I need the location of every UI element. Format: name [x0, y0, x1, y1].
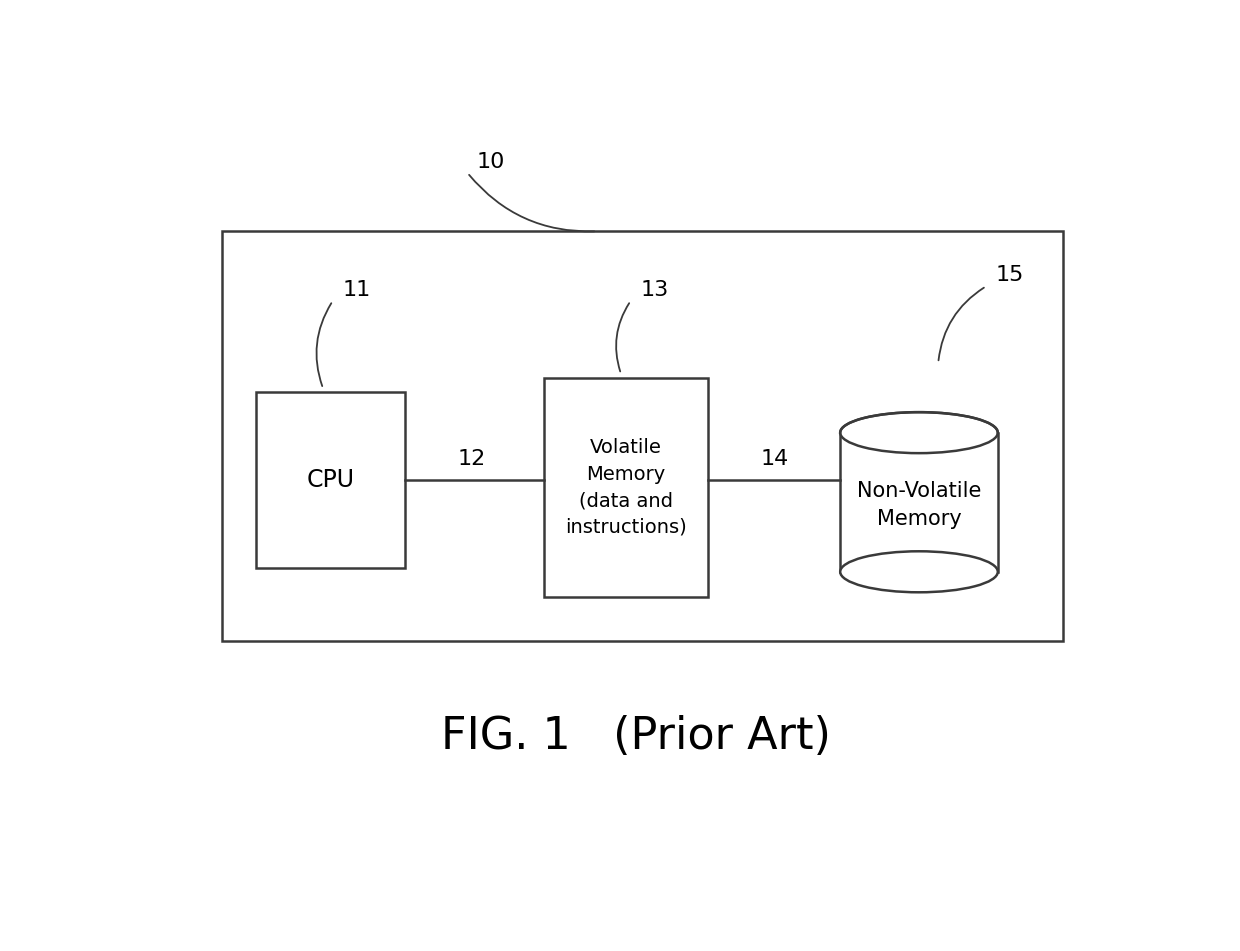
- Text: 12: 12: [458, 449, 486, 469]
- Text: Non-Volatile
Memory: Non-Volatile Memory: [857, 481, 981, 529]
- Text: 14: 14: [760, 449, 789, 469]
- Bar: [255, 393, 404, 568]
- Text: 10: 10: [477, 152, 506, 172]
- Ellipse shape: [841, 552, 998, 592]
- Text: FIG. 1   (Prior Art): FIG. 1 (Prior Art): [440, 715, 831, 758]
- Text: 13: 13: [640, 280, 668, 300]
- Ellipse shape: [841, 412, 998, 454]
- Text: 11: 11: [342, 280, 371, 300]
- Bar: [841, 433, 998, 572]
- Text: 15: 15: [996, 265, 1024, 285]
- Bar: [222, 231, 1063, 641]
- Text: CPU: CPU: [306, 468, 355, 493]
- Text: Volatile
Memory
(data and
instructions): Volatile Memory (data and instructions): [565, 438, 687, 536]
- Bar: [544, 378, 708, 597]
